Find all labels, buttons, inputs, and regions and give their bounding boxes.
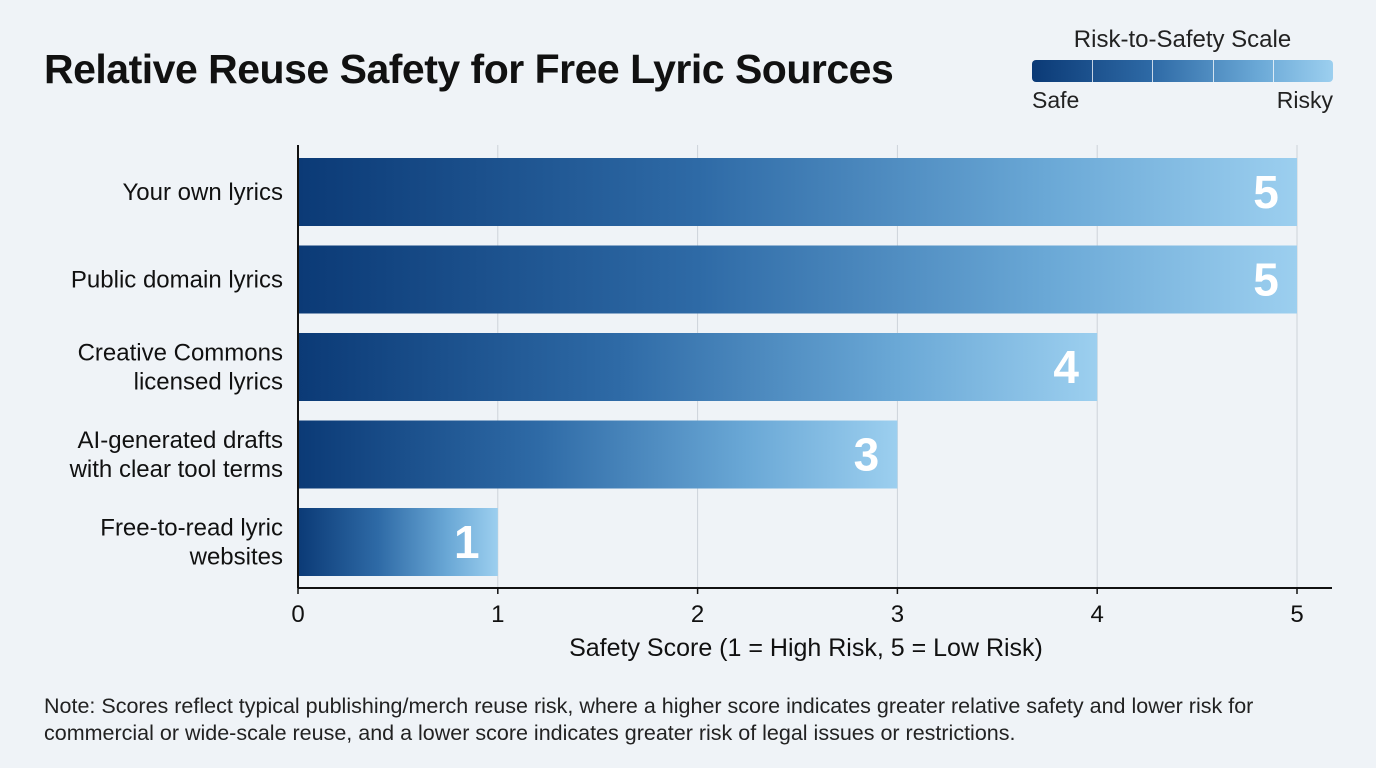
bar <box>298 508 498 576</box>
x-tick-label: 2 <box>691 601 704 628</box>
bar-value-label: 5 <box>1253 254 1279 306</box>
legend-right-label: Risky <box>1276 87 1333 113</box>
bar-value-label: 1 <box>454 516 480 568</box>
legend-divider <box>1212 60 1214 82</box>
bar <box>298 333 1098 401</box>
x-tick-label: 3 <box>891 601 904 628</box>
category-label: licensed lyrics <box>134 369 283 396</box>
chart-title: Relative Reuse Safety for Free Lyric Sou… <box>44 46 894 92</box>
bar-value-label: 4 <box>1053 341 1079 393</box>
category-label: Your own lyrics <box>122 179 283 206</box>
legend-title: Risk-to-Safety Scale <box>1073 26 1292 53</box>
bar-chart: 5 Your own lyrics 5 Public domain lyrics 4 Cr… <box>69 145 1332 662</box>
category-label: Free-to-read lyric <box>100 515 283 542</box>
legend-divider <box>1272 60 1274 82</box>
legend-divider <box>1092 60 1094 82</box>
x-tick-label: 0 <box>291 601 304 628</box>
legend-gradient-bar <box>1032 60 1333 82</box>
x-axis-title: Safety Score (1 = High Risk, 5 = Low Ris… <box>569 634 1043 662</box>
bar <box>298 420 898 489</box>
category-label: Creative Commons <box>78 340 283 367</box>
category-label: with clear tool terms <box>69 456 283 483</box>
bar-value-label: 3 <box>854 429 880 481</box>
bar <box>298 245 1297 314</box>
legend-divider <box>1152 60 1154 82</box>
x-tick-label: 5 <box>1290 601 1303 628</box>
x-tick-label: 1 <box>491 601 504 628</box>
footnote: Note: Scores reflect typical publishing/… <box>44 694 1254 745</box>
x-tick-label: 4 <box>1091 601 1104 628</box>
bar-value-label: 5 <box>1253 166 1279 218</box>
category-label: Public domain lyrics <box>71 267 283 294</box>
category-label: AI-generated drafts <box>78 427 283 454</box>
color-scale-legend: Risk-to-Safety Scale Safe Risky <box>1032 26 1333 114</box>
legend-left-label: Safe <box>1032 87 1080 113</box>
category-label: websites <box>189 544 283 571</box>
bar <box>298 158 1297 226</box>
